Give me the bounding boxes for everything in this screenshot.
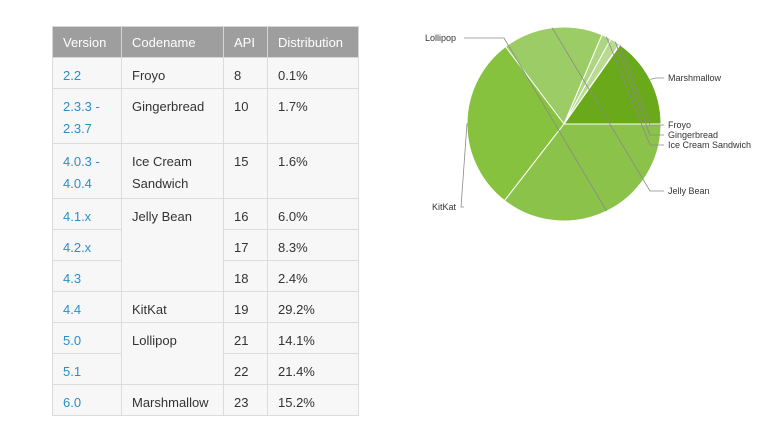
distribution-cell: 8.3% [267, 229, 359, 261]
codename-cell: Marshmallow [121, 384, 224, 416]
leader-line [650, 77, 664, 80]
table-body: 2.2 Froyo 8 0.1% 2.3.3 - 2.3.7 Gingerbread 10 1… [52, 57, 359, 416]
api-cell: 17 [223, 229, 268, 261]
header-version: Version [52, 26, 122, 58]
table-row: 4.1.x Jelly Bean 16 6.0% [52, 198, 359, 292]
slice-label: Marshmallow [668, 73, 722, 83]
codename-cell: Ice Cream Sandwich [121, 143, 224, 199]
slice-label: Gingerbread [668, 130, 718, 140]
slice-label: Ice Cream Sandwich [668, 140, 751, 150]
leader-line [551, 27, 664, 192]
version-cell[interactable]: 4.0.3 - 4.0.4 [52, 143, 122, 199]
version-cell[interactable]: 6.0 [52, 384, 122, 416]
leader-line [460, 123, 468, 208]
version-cell[interactable]: 4.1.x [52, 198, 122, 230]
table-row: 4.4 KitKat 19 29.2% [52, 291, 359, 323]
leader-line [619, 44, 664, 126]
api-cell: 16 [223, 198, 268, 230]
distribution-cell: 15.2% [267, 384, 359, 416]
distribution-cell: 0.1% [267, 57, 359, 89]
distribution-cell: 1.7% [267, 88, 359, 144]
version-cell[interactable]: 5.1 [52, 353, 122, 385]
slice-label: Jelly Bean [668, 186, 710, 196]
distribution-table: Version Codename API Distribution 2.2 Fro… [52, 26, 359, 416]
api-cell: 19 [223, 291, 268, 323]
table-row: 4.0.3 - 4.0.4 Ice Cream Sandwich 15 1.6% [52, 143, 359, 199]
pie-slice-kitkat [466, 45, 565, 202]
table-header-row: Version Codename API Distribution [52, 26, 359, 58]
distribution-cell: 6.0% [267, 198, 359, 230]
table-row: 2.2 Froyo 8 0.1% [52, 57, 359, 89]
api-cell: 21 [223, 322, 268, 354]
header-codename: Codename [121, 26, 224, 58]
api-cell: 15 [223, 143, 268, 199]
header-distribution: Distribution [267, 26, 359, 58]
distribution-cell: 14.1% [267, 322, 359, 354]
distribution-cell: 21.4% [267, 353, 359, 385]
leader-line [606, 36, 664, 146]
distribution-cell: 1.6% [267, 143, 359, 199]
slice-label: Froyo [668, 120, 691, 130]
slice-label: Lollipop [425, 33, 456, 43]
distribution-cell: 29.2% [267, 291, 359, 323]
version-cell[interactable]: 4.4 [52, 291, 122, 323]
leader-line [614, 41, 664, 136]
table-row: 4.2.x 17 8.3% [52, 229, 359, 261]
api-cell: 22 [223, 353, 268, 385]
api-cell: 18 [223, 260, 268, 292]
codename-cell: Gingerbread [121, 88, 224, 144]
api-cell: 8 [223, 57, 268, 89]
slice-label: KitKat [432, 202, 457, 212]
codename-cell: Jelly Bean [121, 198, 224, 292]
distribution-cell: 2.4% [267, 260, 359, 292]
codename-cell: Lollipop [121, 322, 224, 385]
codename-cell: Froyo [121, 57, 224, 89]
leader-line [464, 37, 608, 212]
api-cell: 10 [223, 88, 268, 144]
header-api: API [223, 26, 268, 58]
api-cell: 23 [223, 384, 268, 416]
version-cell[interactable]: 2.2 [52, 57, 122, 89]
version-cell[interactable]: 5.0 [52, 322, 122, 354]
version-cell[interactable]: 2.3.3 - 2.3.7 [52, 88, 122, 144]
table-row: 5.0 Lollipop 21 14.1% [52, 322, 359, 385]
table-row: 4.3 18 2.4% [52, 260, 359, 292]
version-cell[interactable]: 4.2.x [52, 229, 122, 261]
table-row: 2.3.3 - 2.3.7 Gingerbread 10 1.7% [52, 88, 359, 144]
table-row: 5.1 22 21.4% [52, 353, 359, 385]
table-row: 6.0 Marshmallow 23 15.2% [52, 384, 359, 416]
codename-cell: KitKat [121, 291, 224, 323]
version-cell[interactable]: 4.3 [52, 260, 122, 292]
